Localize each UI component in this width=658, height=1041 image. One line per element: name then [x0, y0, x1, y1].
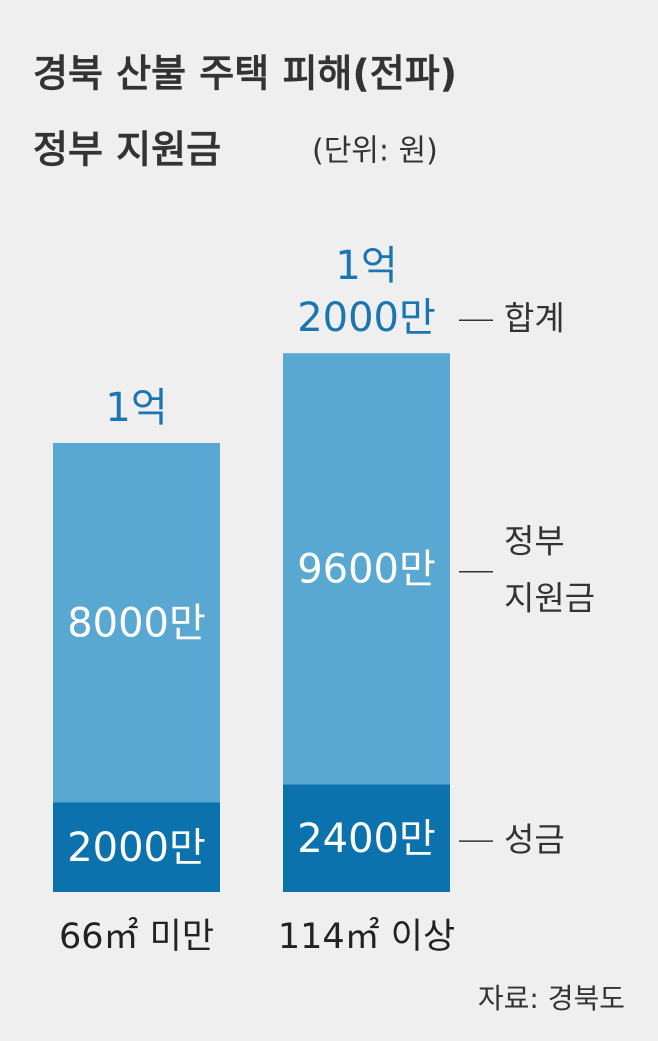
bar-segment [53, 443, 220, 803]
bar-segment [283, 353, 450, 785]
total-label: 1억 2000만 [297, 243, 436, 341]
chart-title: 경북 산불 주택 피해(전파) [33, 52, 457, 96]
value-label: 8000만 [67, 601, 206, 647]
source: 자료: 경북도 [478, 982, 625, 1015]
value-label: 9600만 [297, 547, 436, 593]
chart-subtitle: (단위: 원) [312, 134, 438, 169]
x-tick-label: 66㎡ 미만 [59, 916, 214, 957]
legend-label: 합계 [504, 299, 565, 338]
chart-title: 정부 지원금 [33, 128, 221, 172]
value-label: 2000만 [67, 825, 206, 871]
legend-label: 성금 [504, 820, 565, 859]
bar-segment [53, 802, 220, 892]
x-tick-label: 114㎡ 이상 [278, 916, 455, 957]
bar-segment [283, 784, 450, 892]
legend-label: 정부 지원금 [504, 521, 595, 617]
value-label: 2400만 [297, 816, 436, 862]
total-label: 1억 [105, 385, 167, 431]
